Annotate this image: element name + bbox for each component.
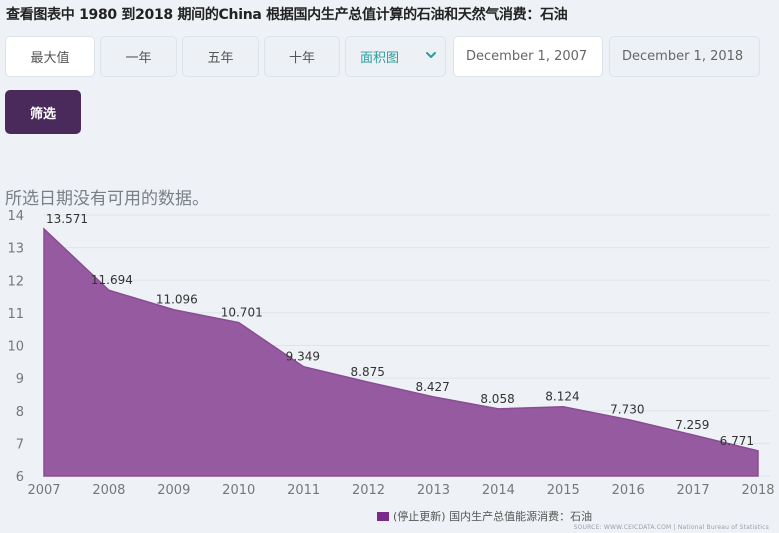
data-label: 8.427 bbox=[415, 380, 449, 394]
end-date-input[interactable]: December 1, 2018 bbox=[609, 36, 760, 77]
legend[interactable]: (停止更新) 国内生产总值能源消费：石油 bbox=[377, 508, 592, 524]
chevron-down-icon bbox=[426, 52, 436, 58]
legend-swatch bbox=[377, 511, 389, 521]
data-label: 10.701 bbox=[221, 306, 263, 320]
range-1y-button[interactable]: 一年 bbox=[100, 36, 177, 77]
no-data-notice: 所选日期没有可用的数据。 bbox=[5, 189, 209, 209]
y-tick-label: 7 bbox=[16, 437, 24, 452]
legend-label: (停止更新) 国内生产总值能源消费：石油 bbox=[393, 510, 593, 523]
data-label: 9.349 bbox=[286, 350, 320, 364]
y-tick-label: 6 bbox=[16, 470, 24, 485]
x-tick-label: 2011 bbox=[287, 483, 320, 498]
x-tick-label: 2018 bbox=[741, 483, 774, 498]
x-tick-label: 2009 bbox=[157, 483, 190, 498]
data-label: 7.730 bbox=[610, 403, 644, 417]
range-5y-button[interactable]: 五年 bbox=[182, 36, 259, 77]
range-10y-button[interactable]: 十年 bbox=[264, 36, 340, 77]
data-label: 11.096 bbox=[156, 293, 198, 307]
x-tick-label: 2013 bbox=[417, 483, 450, 498]
range-max-button[interactable]: 最大值 bbox=[5, 36, 95, 77]
chart-type-value: 面积图 bbox=[360, 51, 400, 66]
area-series[interactable] bbox=[43, 227, 759, 477]
x-tick-label: 2010 bbox=[222, 483, 255, 498]
start-date-input[interactable]: December 1, 2007 bbox=[453, 36, 603, 77]
x-tick-label: 2008 bbox=[92, 483, 125, 498]
data-label: 13.571 bbox=[46, 212, 88, 226]
x-tick-label: 2017 bbox=[677, 483, 710, 498]
y-tick-label: 14 bbox=[7, 209, 24, 224]
source-credit: SOURCE: WWW.CEICDATA.COM | National Bure… bbox=[573, 524, 769, 531]
x-tick-label: 2016 bbox=[612, 483, 645, 498]
filter-button[interactable]: 筛选 bbox=[5, 90, 81, 134]
data-label: 11.694 bbox=[91, 273, 133, 287]
data-label: 8.875 bbox=[351, 365, 385, 379]
page-title: 查看图表中 1980 到2018 期间的China 根据国内生产总值计算的石油和… bbox=[6, 7, 568, 23]
chart-type-select[interactable]: 面积图 bbox=[345, 36, 446, 77]
data-label: 8.058 bbox=[480, 392, 514, 406]
y-tick-label: 9 bbox=[16, 372, 24, 387]
y-tick-label: 10 bbox=[7, 340, 24, 355]
data-label: 8.124 bbox=[545, 390, 579, 404]
x-tick-label: 2007 bbox=[27, 483, 60, 498]
x-tick-label: 2014 bbox=[482, 483, 515, 498]
y-tick-label: 11 bbox=[7, 307, 24, 322]
y-tick-label: 8 bbox=[16, 405, 24, 420]
x-tick-label: 2012 bbox=[352, 483, 385, 498]
y-tick-label: 12 bbox=[7, 274, 24, 289]
x-tick-label: 2015 bbox=[547, 483, 580, 498]
data-label: 6.771 bbox=[720, 434, 754, 448]
y-tick-label: 13 bbox=[7, 242, 24, 257]
data-label: 7.259 bbox=[675, 418, 709, 432]
